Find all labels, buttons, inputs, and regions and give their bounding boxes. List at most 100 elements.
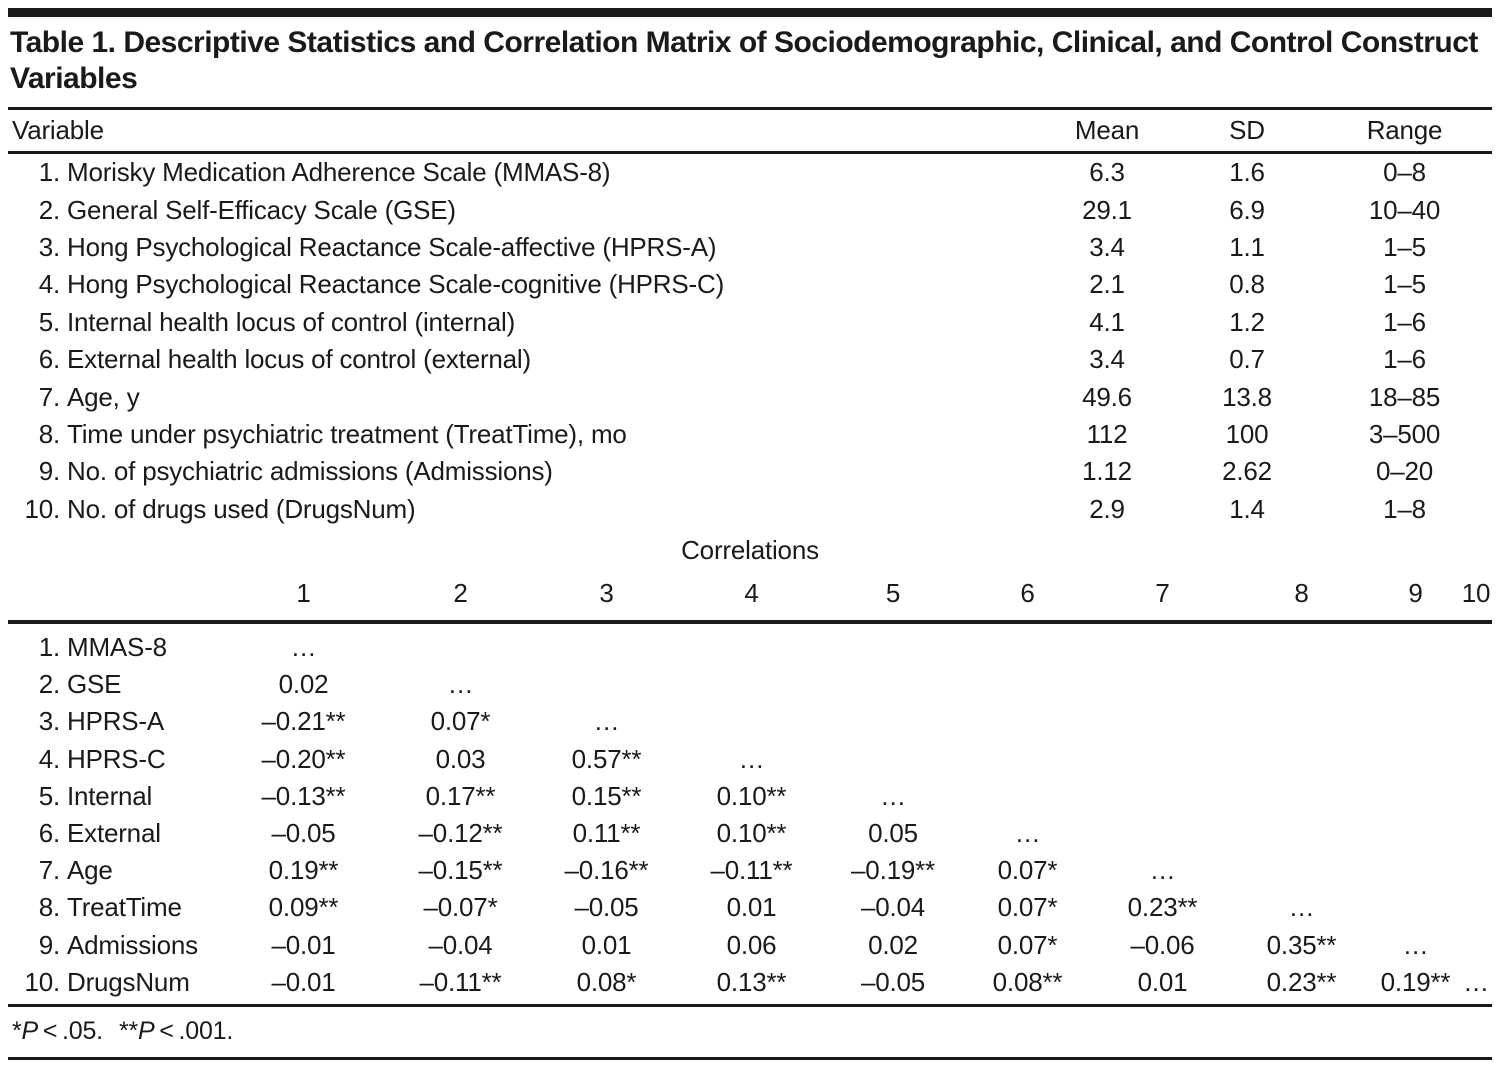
- descriptive-row: 5. Internal health locus of control (int…: [8, 304, 1492, 341]
- row-number: 3.: [38, 231, 60, 262]
- mean-value: 2.1: [1089, 269, 1125, 300]
- range-value: 10–40: [1368, 194, 1441, 225]
- corr-value-cell: –0.05: [271, 817, 336, 848]
- corr-value-cell: 0.01: [581, 929, 632, 960]
- correlation-row: 7. Age 0.19** –0.15** –0.16** –0.11** –0…: [8, 852, 1492, 889]
- corr-value-cell: –0.15**: [418, 855, 503, 886]
- row-number: 3.: [38, 706, 60, 737]
- table-title: Table 1. Descriptive Statistics and Corr…: [10, 26, 1478, 95]
- correlation-row: 4. HPRS-C –0.20** 0.03 0.57** …: [8, 740, 1492, 777]
- corr-col-header-2: 2: [453, 578, 468, 609]
- range-value: 0–20: [1375, 456, 1434, 487]
- corr-value-cell: …: [880, 780, 906, 811]
- corr-value-cell: 0.15**: [571, 780, 642, 811]
- corr-value-cell: …: [1014, 817, 1041, 848]
- descriptive-row: 9. No. of psychiatric admissions (Admiss…: [8, 453, 1492, 490]
- rule-above-footnote: [8, 1003, 1492, 1007]
- correlation-matrix-body: 1. MMAS-8 … 2. GSE 0.02: [8, 624, 1492, 1004]
- variable-name: Age, y: [67, 381, 140, 412]
- variable-short-name: HPRS-A: [67, 706, 165, 737]
- correlation-row: 8. TreatTime 0.09** –0.07* –0.05 0.01 –0…: [8, 889, 1492, 926]
- corr-value-cell: 0.06: [726, 929, 777, 960]
- corr-value-cell: –0.01: [271, 929, 336, 960]
- sd-value: 100: [1225, 418, 1269, 449]
- rule-under-corr-header: [8, 619, 1492, 624]
- corr-col-header-8: 8: [1294, 578, 1309, 609]
- variable-short-name: Admissions: [67, 929, 198, 960]
- mean-value: 3.4: [1089, 231, 1125, 262]
- variable-label-cell: 9. No. of psychiatric admissions (Admiss…: [8, 456, 1037, 487]
- corr-row-label-cell: 1. MMAS-8: [8, 632, 220, 663]
- corr-value-cell: 0.57**: [571, 743, 642, 774]
- sig-p-1: P: [21, 1017, 39, 1046]
- corr-value-cell: …: [738, 743, 765, 774]
- corr-col-header-7: 7: [1155, 578, 1170, 609]
- mean-value: 1.12: [1082, 456, 1132, 487]
- corr-row-label-cell: 5. Internal: [8, 781, 220, 812]
- sd-value: 0.7: [1229, 344, 1265, 375]
- variable-short-name: Internal: [67, 780, 153, 811]
- corr-value-cell: …: [1149, 855, 1176, 886]
- mean-value: 4.1: [1089, 306, 1125, 337]
- corr-value-cell: 0.19**: [268, 855, 339, 886]
- corr-value-cell: 0.07*: [430, 706, 491, 737]
- sd-value: 1.1: [1229, 231, 1265, 262]
- variable-short-name: MMAS-8: [67, 632, 167, 662]
- sig-p-2: P: [138, 1017, 155, 1046]
- corr-value-cell: 0.17**: [425, 780, 496, 811]
- column-header-mean: Mean: [1074, 115, 1140, 145]
- corr-value-cell: 0.02: [868, 929, 918, 960]
- variable-name: No. of drugs used (DrugsNum): [67, 493, 416, 524]
- variable-label-cell: 4. Hong Psychological Reactance Scale-co…: [8, 269, 1037, 300]
- variable-label-cell: 8. Time under psychiatric treatment (Tre…: [8, 419, 1037, 450]
- corr-value-cell: 0.05: [868, 817, 918, 848]
- row-number: 6.: [38, 344, 60, 375]
- corr-value-cell: –0.13**: [261, 780, 346, 811]
- correlation-row: 2. GSE 0.02 …: [8, 666, 1492, 703]
- corr-value-cell: …: [1288, 892, 1315, 923]
- corr-value-cell: –0.19**: [851, 855, 935, 886]
- row-number: 9.: [38, 456, 60, 487]
- correlations-section-title: Correlations: [681, 535, 819, 566]
- row-number: 5.: [38, 780, 60, 811]
- rule-under-header: [8, 151, 1492, 154]
- variable-short-name: Age: [67, 855, 113, 886]
- sig-threshold-1: < .05.: [38, 1017, 103, 1046]
- sd-value: 2.62: [1222, 456, 1272, 487]
- variable-label-cell: 2. General Self-Efficacy Scale (GSE): [8, 195, 1037, 226]
- correlation-row: 10. DrugsNum –0.01 –0.11** 0.08* 0.13** …: [8, 964, 1492, 1001]
- corr-row-label-cell: 6. External: [8, 818, 220, 849]
- row-number: 10.: [24, 966, 60, 997]
- table-figure: Table 1. Descriptive Statistics and Corr…: [8, 0, 1492, 1060]
- range-value: 3–500: [1368, 418, 1441, 449]
- sig-star-2: **: [118, 1017, 138, 1046]
- descriptive-row: 3. Hong Psychological Reactance Scale-af…: [8, 229, 1492, 266]
- correlation-row: 3. HPRS-A –0.21** 0.07* …: [8, 703, 1492, 740]
- range-value: 1–5: [1383, 269, 1426, 300]
- corr-value-cell: –0.04: [860, 892, 926, 923]
- variable-short-name: GSE: [67, 669, 122, 700]
- row-number: 1.: [38, 157, 60, 188]
- range-value: 1–8: [1383, 493, 1426, 524]
- corr-value-cell: –0.21**: [261, 706, 346, 737]
- correlations-header-row: 1 2 3 4 5 6 7 8 9 10: [8, 574, 1492, 614]
- sd-value: 0.8: [1229, 269, 1265, 300]
- descriptive-row: 4. Hong Psychological Reactance Scale-co…: [8, 266, 1492, 303]
- corr-value-cell: –0.04: [428, 929, 493, 960]
- corr-value-cell: 0.01: [726, 892, 777, 923]
- variable-name: Hong Psychological Reactance Scale-cogni…: [67, 269, 725, 300]
- mean-value: 112: [1086, 418, 1128, 449]
- variable-label-cell: 10. No. of drugs used (DrugsNum): [8, 494, 1037, 525]
- descriptive-row: 1. Morisky Medication Adherence Scale (M…: [8, 154, 1492, 191]
- corr-value-cell: –0.05: [860, 966, 926, 997]
- row-number: 8.: [38, 892, 60, 923]
- variable-name: No. of psychiatric admissions (Admission…: [67, 456, 553, 487]
- corr-value-cell: 0.09**: [268, 892, 339, 923]
- sd-value: 1.6: [1229, 157, 1265, 188]
- corr-value-cell: 0.23**: [1127, 892, 1198, 923]
- column-header-range: Range: [1366, 115, 1443, 145]
- significance-footnote: * P < .05. ** P < .001.: [8, 1007, 1492, 1057]
- sig-star-1: *: [12, 1017, 22, 1046]
- bottom-rule: [8, 1056, 1492, 1060]
- mean-value: 2.9: [1089, 493, 1125, 524]
